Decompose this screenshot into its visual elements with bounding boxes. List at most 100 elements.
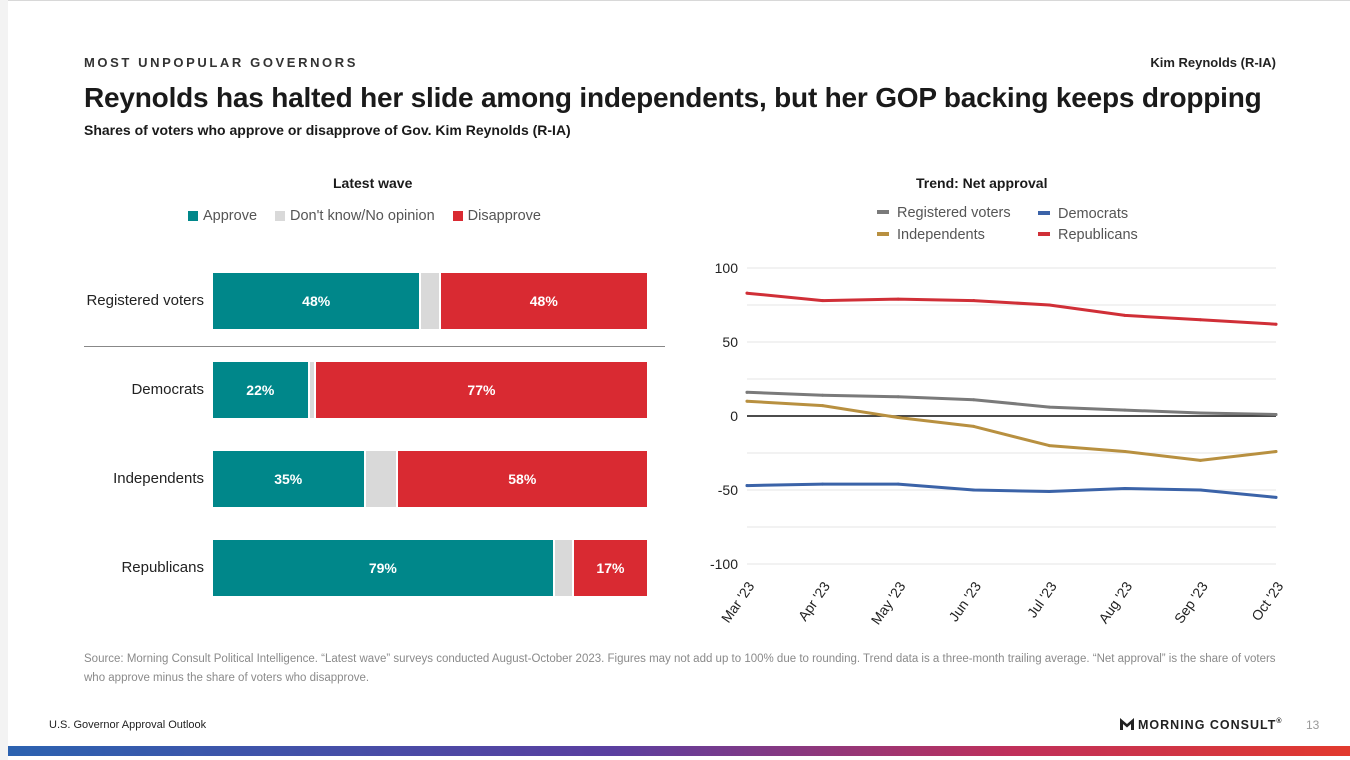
bar-approve-registered-voters — [213, 273, 420, 329]
bar-approve-independents — [213, 451, 364, 507]
left-edge-shade — [0, 0, 8, 760]
point-registered-voters — [972, 398, 976, 402]
y-tick-label: 100 — [715, 260, 739, 276]
approve-swatch — [188, 211, 198, 221]
legend-approve: Approve — [188, 208, 257, 224]
dont-know-swatch — [275, 211, 286, 221]
series-line-registered-voters — [745, 390, 1278, 416]
bar-label-disapprove-republicans: 17% — [596, 560, 625, 576]
bar-row-democrats: 22% 77% — [213, 362, 647, 418]
point-registered-voters — [1047, 405, 1051, 409]
independents-swatch — [877, 232, 889, 236]
point-registered-voters — [745, 390, 749, 394]
point-registered-voters — [896, 395, 900, 399]
point-independents — [896, 415, 900, 419]
series-line-republicans — [745, 291, 1278, 326]
bar-label-disapprove-independents: 58% — [508, 471, 537, 487]
democrats-swatch — [1038, 211, 1050, 215]
series-line-democrats — [745, 482, 1278, 499]
x-tick-label: Mar '23 — [718, 578, 758, 625]
x-tick-label: Apr '23 — [795, 578, 833, 623]
point-republicans — [896, 297, 900, 301]
point-independents — [745, 399, 749, 403]
legend-registered-voters-label: Registered voters — [897, 205, 1011, 221]
point-republicans — [1123, 313, 1127, 317]
source-note: Source: Morning Consult Political Intell… — [84, 653, 1276, 684]
point-republicans — [1274, 322, 1278, 326]
point-registered-voters — [821, 393, 825, 397]
governor-tag: Kim Reynolds (R-IA) — [1150, 55, 1276, 70]
legend-dont-know-label: Don't know/No opinion — [290, 208, 435, 224]
y-tick-label: -50 — [718, 482, 738, 498]
bar-disapprove-republicans — [573, 540, 647, 596]
bar-dont-know-democrats — [309, 362, 314, 418]
y-tick-label: 0 — [730, 408, 738, 424]
bar-label-disapprove-democrats: 77% — [467, 382, 496, 398]
bar-approve-democrats — [213, 362, 308, 418]
legend-republicans: Republicans — [1038, 227, 1138, 243]
point-democrats — [972, 488, 976, 492]
legend-disapprove: Disapprove — [452, 208, 541, 224]
point-registered-voters — [1123, 408, 1127, 412]
legend-republicans-label: Republicans — [1058, 227, 1138, 243]
bar-label-approve-registered-voters: 48% — [302, 293, 331, 309]
row-label-independents: Independents — [113, 470, 204, 487]
legend-disapprove-label: Disapprove — [467, 208, 541, 224]
point-democrats — [745, 484, 749, 488]
bar-disapprove-democrats — [315, 362, 647, 418]
point-democrats — [1047, 489, 1051, 493]
republicans-swatch — [1038, 232, 1050, 236]
legend-independents: Independents — [877, 227, 985, 243]
line-chart-title: Trend: Net approval — [916, 175, 1048, 191]
bar-chart-title: Latest wave — [333, 175, 413, 191]
bar-row-registered-voters: 48% 48% — [213, 273, 647, 329]
series-line-independents — [745, 399, 1278, 462]
legend-democrats: Democrats — [1038, 206, 1128, 222]
point-republicans — [1047, 303, 1051, 307]
trademark-mark: ® — [1276, 718, 1283, 725]
legend-democrats-label: Democrats — [1058, 206, 1129, 222]
point-democrats — [1274, 495, 1278, 499]
bottom-gradient-bar — [8, 746, 1350, 756]
bar-label-approve-independents: 35% — [274, 471, 303, 487]
bar-dont-know-registered-voters — [421, 273, 439, 329]
point-registered-voters — [1274, 413, 1278, 417]
slide-title: Reynolds has halted her slide among inde… — [84, 82, 1262, 113]
registered-voters-swatch — [877, 210, 889, 214]
x-tick-label: Oct '23 — [1248, 578, 1286, 623]
point-independents — [821, 404, 825, 408]
bar-row-independents: 35% 58% — [213, 451, 647, 507]
point-independents — [1198, 458, 1202, 462]
brand-logo: MORNING CONSULT® — [1120, 718, 1283, 732]
row-label-registered-voters: Registered voters — [86, 292, 204, 309]
x-tick-label: Sep '23 — [1171, 578, 1211, 626]
section-kicker: MOST UNPOPULAR GOVERNORS — [84, 55, 359, 70]
point-republicans — [745, 291, 749, 295]
x-tick-label: Jun '23 — [945, 578, 984, 624]
y-tick-label: 50 — [722, 334, 738, 350]
page-number: 13 — [1306, 718, 1320, 732]
row-label-republicans: Republicans — [121, 559, 204, 576]
bar-dont-know-republicans — [554, 540, 572, 596]
point-democrats — [1198, 488, 1202, 492]
point-democrats — [821, 482, 825, 486]
brand-name: MORNING CONSULT — [1138, 718, 1277, 732]
morning-consult-logo-icon — [1120, 718, 1134, 730]
point-independents — [1123, 450, 1127, 454]
disapprove-swatch — [452, 211, 463, 221]
net-approval-line-chart: 100 50 0 -50 -100 Mar '23 Apr '23 May '23 Jun '2… — [710, 260, 1287, 628]
x-tick-label: Jul '23 — [1024, 578, 1060, 620]
point-independents — [1047, 444, 1051, 448]
point-independents — [972, 424, 976, 428]
top-border — [0, 0, 1350, 1]
bar-label-approve-democrats: 22% — [246, 382, 275, 398]
point-democrats — [1123, 487, 1127, 491]
point-registered-voters — [1198, 411, 1202, 415]
point-republicans — [1198, 318, 1202, 322]
point-republicans — [821, 299, 825, 303]
bar-disapprove-independents — [397, 451, 647, 507]
point-independents — [1274, 450, 1278, 454]
point-democrats — [896, 482, 900, 486]
bar-disapprove-registered-voters — [440, 273, 647, 329]
bar-dont-know-independents — [365, 451, 396, 507]
